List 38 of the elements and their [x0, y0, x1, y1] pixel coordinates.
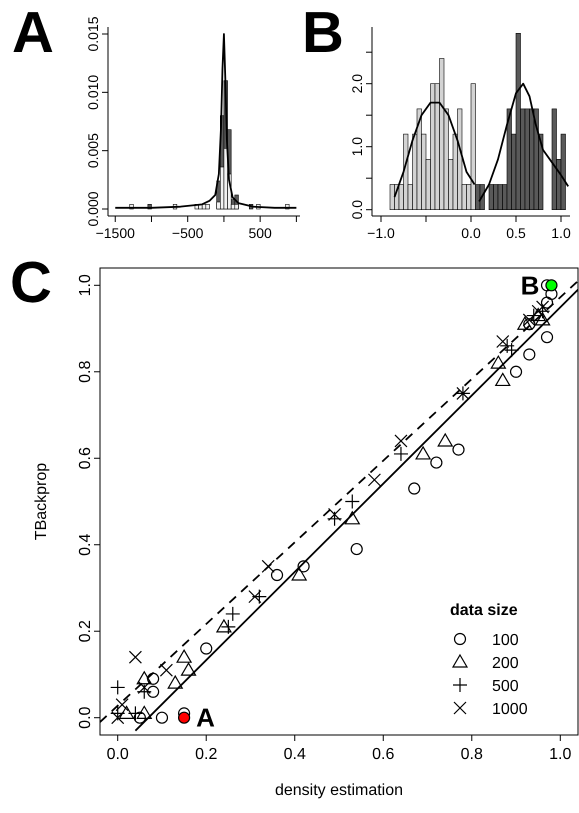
- y-tick-label: 0.0: [77, 706, 94, 729]
- chart-title: B: [302, 0, 344, 65]
- legend-label: 200: [492, 655, 519, 672]
- x-tick-label: 1.0: [549, 746, 572, 763]
- y-tick-label: 0.6: [77, 447, 94, 470]
- legend-title: data size: [450, 602, 518, 619]
- y-axis-title: TBackprop: [33, 462, 50, 540]
- y-tick-label: 2.0: [349, 74, 365, 94]
- legend-label: 100: [492, 632, 519, 649]
- x-tick-label: −1.0: [367, 225, 396, 241]
- chart-title: A: [12, 0, 54, 65]
- y-tick-label: 0.005: [85, 132, 101, 168]
- x-axis-title: density estimation: [274, 782, 404, 799]
- y-tick-label: 0.8: [77, 360, 94, 383]
- y-tick-label: 0.015: [85, 16, 101, 52]
- y-tick-label: 0.010: [85, 74, 101, 110]
- x-tick-label: 500: [248, 225, 272, 241]
- legend-label: 1000: [492, 701, 528, 718]
- x-tick-label: 0.2: [195, 746, 218, 763]
- y-tick-label: 1.0: [77, 274, 94, 296]
- x-tick-label: 0.5: [506, 225, 526, 241]
- y-tick-label: 0.4: [77, 534, 94, 556]
- x-tick-label: −500: [172, 225, 204, 241]
- x-tick-label: 0.0: [106, 746, 129, 763]
- x-tick-label: 0.8: [460, 746, 483, 763]
- y-tick-label: 0.000: [85, 191, 101, 227]
- x-tick-label: 1.0: [551, 225, 571, 241]
- y-tick-label: 0.0: [349, 200, 365, 220]
- x-tick-label: 0.0: [461, 225, 481, 241]
- x-tick-label: 0.4: [284, 746, 306, 763]
- annotation: B: [520, 270, 540, 300]
- y-tick-label: 0.2: [77, 620, 94, 642]
- y-tick-label: 1.0: [349, 136, 365, 156]
- chart-title: C: [10, 250, 52, 315]
- x-tick-label: −1500: [96, 225, 136, 241]
- legend-label: 500: [492, 678, 519, 695]
- x-tick-label: 0.6: [372, 746, 394, 763]
- annotation: A: [196, 702, 216, 733]
